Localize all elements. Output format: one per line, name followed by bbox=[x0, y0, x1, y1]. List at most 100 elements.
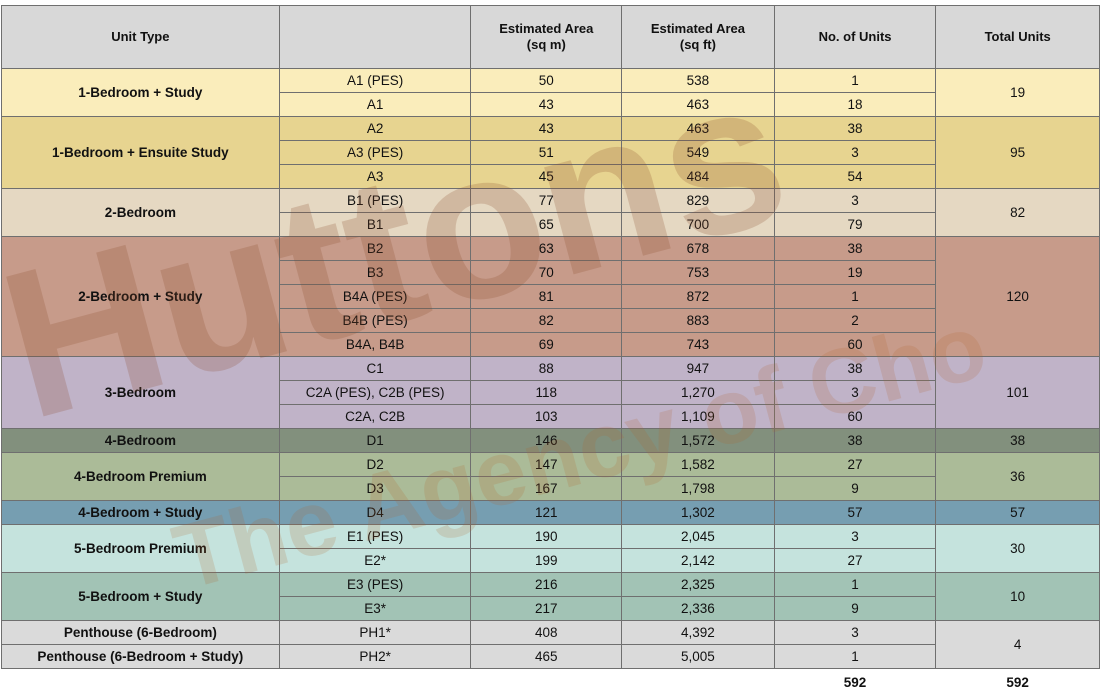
cell-units: 27 bbox=[774, 549, 936, 573]
cell-sqm: 43 bbox=[471, 117, 622, 141]
unit-type-cell: 5-Bedroom + Study bbox=[2, 573, 280, 621]
cell-sqm: 69 bbox=[471, 333, 622, 357]
cell-type: A3 (PES) bbox=[279, 141, 471, 165]
cell-sqm: 121 bbox=[471, 501, 622, 525]
sum-empty-cell bbox=[279, 669, 471, 695]
cell-sqft: 463 bbox=[622, 117, 775, 141]
cell-type: E3 (PES) bbox=[279, 573, 471, 597]
cell-sqm: 81 bbox=[471, 285, 622, 309]
cell-type: E1 (PES) bbox=[279, 525, 471, 549]
cell-units: 3 bbox=[774, 189, 936, 213]
cell-sqm: 43 bbox=[471, 93, 622, 117]
cell-sqft: 5,005 bbox=[622, 645, 775, 669]
unit-type-cell: Penthouse (6-Bedroom) bbox=[2, 621, 280, 645]
cell-sqft: 1,302 bbox=[622, 501, 775, 525]
cell-sqm: 77 bbox=[471, 189, 622, 213]
unit-type-cell: 1-Bedroom + Study bbox=[2, 69, 280, 117]
cell-type: B3 bbox=[279, 261, 471, 285]
cell-type: E2* bbox=[279, 549, 471, 573]
cell-sqm: 146 bbox=[471, 429, 622, 453]
cell-sqft: 1,109 bbox=[622, 405, 775, 429]
unit-type-cell: Penthouse (6-Bedroom + Study) bbox=[2, 645, 280, 669]
cell-sqft: 678 bbox=[622, 237, 775, 261]
cell-sqft: 484 bbox=[622, 165, 775, 189]
cell-type: A2 bbox=[279, 117, 471, 141]
cell-units: 3 bbox=[774, 141, 936, 165]
unit-type-cell: 4-Bedroom + Study bbox=[2, 501, 280, 525]
cell-sqm: 190 bbox=[471, 525, 622, 549]
cell-units: 38 bbox=[774, 117, 936, 141]
unit-type-cell: 1-Bedroom + Ensuite Study bbox=[2, 117, 280, 189]
cell-sqm: 88 bbox=[471, 357, 622, 381]
cell-sqm: 118 bbox=[471, 381, 622, 405]
sum-empty-cell bbox=[2, 669, 280, 695]
unit-type-cell: 4-Bedroom Premium bbox=[2, 453, 280, 501]
cell-type: C2A, C2B bbox=[279, 405, 471, 429]
cell-sqft: 1,270 bbox=[622, 381, 775, 405]
cell-sqm: 70 bbox=[471, 261, 622, 285]
cell-units: 38 bbox=[774, 357, 936, 381]
total-units-cell: 120 bbox=[936, 237, 1100, 357]
cell-sqm: 65 bbox=[471, 213, 622, 237]
cell-sqm: 167 bbox=[471, 477, 622, 501]
header-no-of-units: No. of Units bbox=[774, 6, 936, 69]
sum-total-units: 592 bbox=[936, 669, 1100, 695]
cell-sqm: 408 bbox=[471, 621, 622, 645]
cell-units: 60 bbox=[774, 333, 936, 357]
cell-sqft: 2,336 bbox=[622, 597, 775, 621]
cell-sqm: 147 bbox=[471, 453, 622, 477]
cell-type: D1 bbox=[279, 429, 471, 453]
cell-sqm: 217 bbox=[471, 597, 622, 621]
cell-sqft: 829 bbox=[622, 189, 775, 213]
cell-units: 9 bbox=[774, 597, 936, 621]
cell-type: B4B (PES) bbox=[279, 309, 471, 333]
sum-empty-cell bbox=[471, 669, 622, 695]
cell-type: A1 bbox=[279, 93, 471, 117]
total-units-cell: 19 bbox=[936, 69, 1100, 117]
cell-sqft: 883 bbox=[622, 309, 775, 333]
cell-type: PH2* bbox=[279, 645, 471, 669]
header-area-sqft: Estimated Area (sq ft) bbox=[622, 6, 775, 69]
sum-units: 592 bbox=[774, 669, 936, 695]
cell-sqft: 1,582 bbox=[622, 453, 775, 477]
unit-type-cell: 2-Bedroom + Study bbox=[2, 237, 280, 357]
cell-units: 3 bbox=[774, 381, 936, 405]
cell-sqm: 51 bbox=[471, 141, 622, 165]
cell-type: C1 bbox=[279, 357, 471, 381]
total-units-cell: 38 bbox=[936, 429, 1100, 453]
cell-sqm: 50 bbox=[471, 69, 622, 93]
total-units-cell: 36 bbox=[936, 453, 1100, 501]
cell-units: 1 bbox=[774, 285, 936, 309]
header-unit-type: Unit Type bbox=[2, 6, 280, 69]
total-units-cell: 57 bbox=[936, 501, 1100, 525]
cell-sqft: 2,045 bbox=[622, 525, 775, 549]
cell-sqft: 463 bbox=[622, 93, 775, 117]
cell-sqft: 753 bbox=[622, 261, 775, 285]
table-header-row: Unit Type Estimated Area (sq m) Estimate… bbox=[2, 6, 1100, 69]
cell-units: 38 bbox=[774, 429, 936, 453]
cell-type: E3* bbox=[279, 597, 471, 621]
cell-type: A1 (PES) bbox=[279, 69, 471, 93]
cell-type: D4 bbox=[279, 501, 471, 525]
cell-type: C2A (PES), C2B (PES) bbox=[279, 381, 471, 405]
cell-sqft: 743 bbox=[622, 333, 775, 357]
cell-sqm: 45 bbox=[471, 165, 622, 189]
cell-sqm: 216 bbox=[471, 573, 622, 597]
cell-sqm: 199 bbox=[471, 549, 622, 573]
cell-type: B1 (PES) bbox=[279, 189, 471, 213]
cell-units: 18 bbox=[774, 93, 936, 117]
cell-sqft: 700 bbox=[622, 213, 775, 237]
unit-type-cell: 4-Bedroom bbox=[2, 429, 280, 453]
total-units-cell: 10 bbox=[936, 573, 1100, 621]
unit-type-cell: 5-Bedroom Premium bbox=[2, 525, 280, 573]
unit-mix-table: Unit Type Estimated Area (sq m) Estimate… bbox=[1, 5, 1100, 695]
cell-units: 54 bbox=[774, 165, 936, 189]
